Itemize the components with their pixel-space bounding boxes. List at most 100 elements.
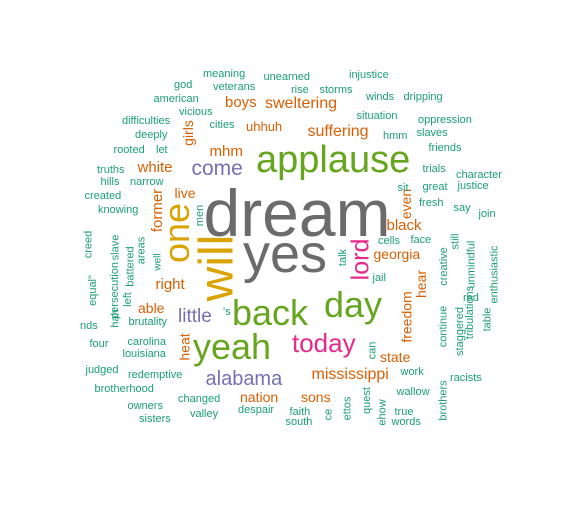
word-slaves: slaves xyxy=(416,126,448,139)
word-can: can xyxy=(366,341,379,359)
word-let: let xyxy=(156,143,168,156)
word-ettos: ettos xyxy=(341,396,354,420)
word-racists: racists xyxy=(450,371,482,384)
word-right: right xyxy=(155,275,185,293)
word-great: great xyxy=(422,180,448,193)
word-suffering: suffering xyxy=(307,123,369,140)
word-created: created xyxy=(84,189,122,202)
word-lord: lord xyxy=(346,238,375,280)
word-louisiana: louisiana xyxy=(122,347,166,360)
word-changed: changed xyxy=(178,392,221,405)
word-carolina: carolina xyxy=(127,335,167,348)
word-freedom: freedom xyxy=(398,291,415,343)
word-nation: nation xyxy=(240,389,279,405)
word-dream: dream xyxy=(203,176,391,250)
word-redemptive: redemptive xyxy=(128,368,183,381)
word-tribulations: tribulations xyxy=(463,285,476,339)
word-true: true xyxy=(394,405,414,418)
word-come: come xyxy=(191,156,243,180)
word-creative: creative xyxy=(437,246,450,286)
word-applause: applause xyxy=(256,139,411,181)
word-south: south xyxy=(285,415,313,428)
word-truths: truths xyxy=(97,163,125,176)
word-state: state xyxy=(380,349,411,365)
word-well: well xyxy=(152,253,164,271)
word-day: day xyxy=(324,284,383,325)
word-face: face xyxy=(410,233,432,246)
word-sons: sons xyxy=(301,389,331,405)
word-black: black xyxy=(386,216,422,234)
word-still: still xyxy=(449,233,462,249)
word-equal: equal" xyxy=(86,274,99,306)
word-brothers: brothers xyxy=(437,379,450,421)
word-sisters: sisters xyxy=(139,412,171,425)
word-trials: trials xyxy=(422,162,446,175)
word-slave: slave xyxy=(109,234,122,260)
word-join: join xyxy=(478,207,496,220)
word-quest: quest xyxy=(360,386,373,414)
word-winds: winds xyxy=(366,90,395,103)
word-justice: justice xyxy=(457,179,489,192)
word-storms: storms xyxy=(319,83,353,96)
word-alabama: alabama xyxy=(205,368,283,390)
word-creed: creed xyxy=(82,230,95,258)
word-difficulties: difficulties xyxy=(122,114,171,127)
word-god: god xyxy=(174,78,193,91)
word-areas: areas xyxy=(135,236,148,264)
word-able: able xyxy=(138,300,165,316)
word-wallow: wallow xyxy=(396,385,430,398)
word-continue: continue xyxy=(437,305,450,347)
word-rise: rise xyxy=(291,83,309,96)
word-girls: girls xyxy=(179,120,196,146)
word-fresh: fresh xyxy=(419,196,444,209)
word-american: american xyxy=(153,92,199,105)
word-enthusiastic: enthusiastic xyxy=(488,244,501,304)
word-veterans: veterans xyxy=(213,80,256,93)
word-situation: situation xyxy=(356,109,398,122)
word-nds: nds xyxy=(80,319,98,332)
word-ehow: ehow xyxy=(376,398,389,426)
word-heat: heat xyxy=(176,333,193,361)
word-vicious: vicious xyxy=(179,105,213,118)
word-men: men xyxy=(193,204,206,226)
word-injustice: injustice xyxy=(349,68,389,81)
word-rooted: rooted xyxy=(113,143,145,156)
word-back: back xyxy=(232,292,309,333)
word-deeply: deeply xyxy=(135,128,168,141)
word-say: say xyxy=(453,201,471,214)
word-unearned: unearned xyxy=(263,70,311,83)
word-jail: jail xyxy=(372,271,386,284)
word-yes: yes xyxy=(243,224,328,284)
word-work: work xyxy=(400,365,424,378)
word-yeah: yeah xyxy=(193,326,272,367)
word-four: four xyxy=(89,337,109,350)
word-unmindful: unmindful xyxy=(465,240,478,288)
word-left: left xyxy=(121,291,134,307)
word-hear: hear xyxy=(413,269,430,299)
word-meaning: meaning xyxy=(203,67,246,80)
word-live: live xyxy=(174,185,196,201)
word-hah: hah xyxy=(109,308,122,328)
word-table: table xyxy=(481,307,494,331)
word-sweltering: sweltering xyxy=(265,95,338,112)
word-character: character xyxy=(456,168,502,181)
word-red: red xyxy=(463,291,479,304)
word-hmm: hmm xyxy=(383,129,408,142)
word-judged: judged xyxy=(85,363,119,376)
word-former: former xyxy=(148,188,166,232)
word-friends: friends xyxy=(428,141,462,154)
word-white: white xyxy=(137,158,173,176)
word-cells: cells xyxy=(378,234,401,247)
word-faith: faith xyxy=(289,405,311,418)
word-oppression: oppression xyxy=(418,113,472,126)
word-words: words xyxy=(391,415,421,428)
word-talk: talk xyxy=(336,248,349,266)
word-hills: hills xyxy=(100,175,120,188)
word-narrow: narrow xyxy=(130,175,164,188)
word-mhm: mhm xyxy=(209,142,243,160)
word-owners: owners xyxy=(127,399,163,412)
word-today: today xyxy=(292,328,356,358)
word-despair: despair xyxy=(238,403,275,416)
word-mississippi: mississippi xyxy=(311,366,389,383)
